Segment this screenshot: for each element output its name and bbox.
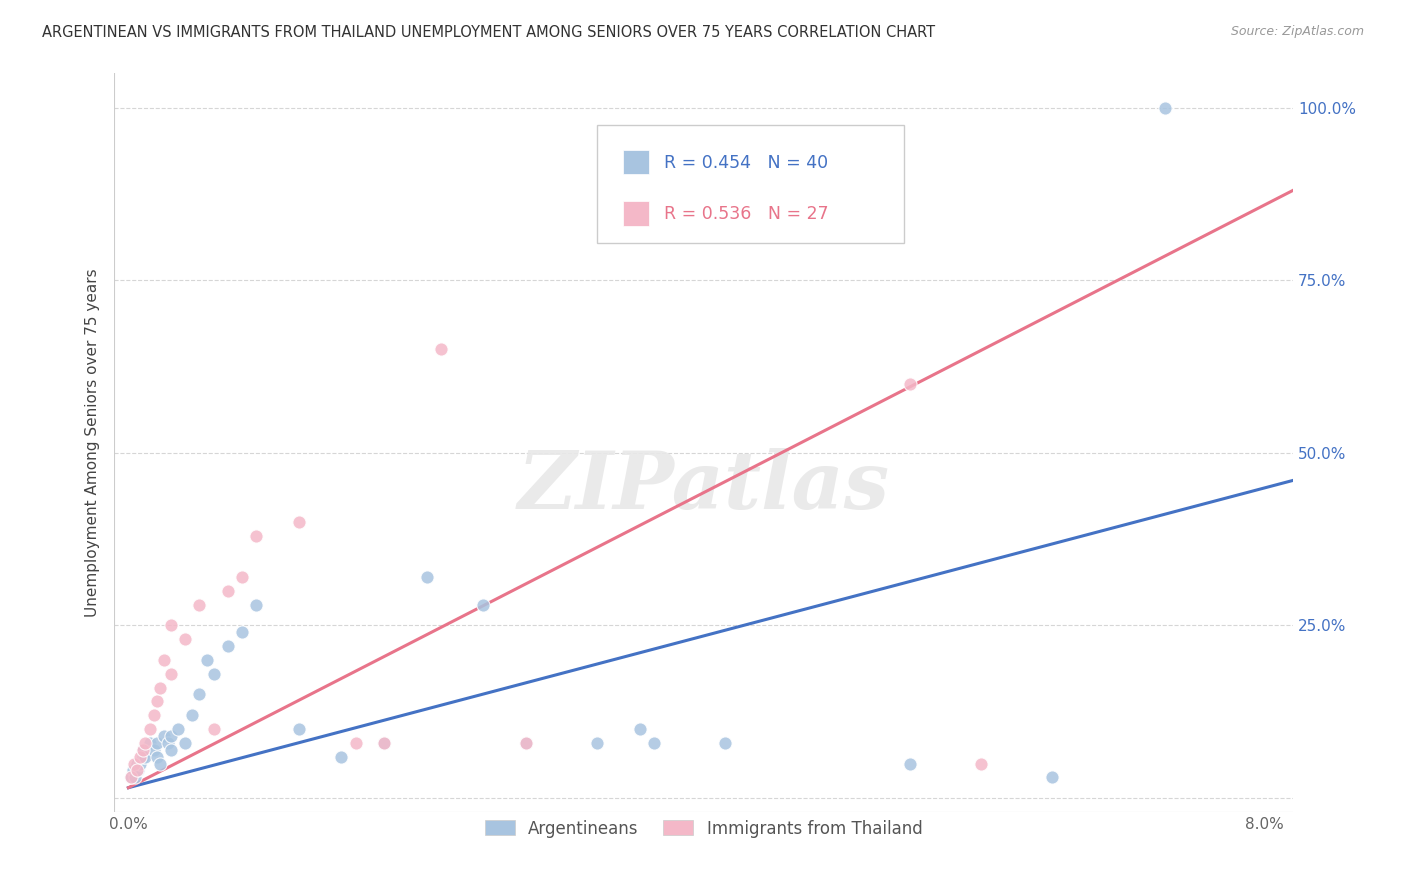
Point	[120, 770, 142, 784]
Point	[202, 666, 225, 681]
FancyBboxPatch shape	[598, 125, 904, 243]
Point	[373, 736, 395, 750]
Point	[586, 736, 609, 750]
Point	[898, 376, 921, 391]
Point	[127, 764, 149, 778]
Point	[128, 756, 150, 771]
Text: R = 0.454   N = 40: R = 0.454 N = 40	[664, 153, 828, 171]
Point	[231, 625, 253, 640]
Text: R = 0.536   N = 27: R = 0.536 N = 27	[664, 205, 828, 223]
Point	[153, 729, 176, 743]
Point	[195, 653, 218, 667]
FancyBboxPatch shape	[623, 202, 650, 226]
Point	[142, 708, 165, 723]
Point	[969, 756, 991, 771]
Point	[131, 743, 153, 757]
Point	[146, 736, 169, 750]
Point	[217, 639, 239, 653]
Text: ARGENTINEAN VS IMMIGRANTS FROM THAILAND UNEMPLOYMENT AMONG SENIORS OVER 75 YEARS: ARGENTINEAN VS IMMIGRANTS FROM THAILAND …	[42, 25, 935, 40]
Point	[122, 756, 145, 771]
Point	[174, 632, 197, 647]
Text: ZIPatlas: ZIPatlas	[517, 448, 890, 525]
Point	[430, 342, 453, 356]
Point	[138, 722, 160, 736]
Point	[330, 749, 353, 764]
Point	[217, 583, 239, 598]
Point	[128, 749, 150, 764]
Point	[1154, 101, 1177, 115]
Point	[181, 708, 204, 723]
Point	[188, 688, 211, 702]
Point	[160, 729, 183, 743]
Point	[138, 736, 160, 750]
Point	[157, 736, 180, 750]
Point	[124, 770, 146, 784]
FancyBboxPatch shape	[623, 150, 650, 174]
Point	[515, 736, 537, 750]
Point	[231, 570, 253, 584]
Point	[134, 736, 156, 750]
Point	[415, 570, 437, 584]
Point	[898, 756, 921, 771]
Point	[160, 666, 183, 681]
Point	[628, 204, 651, 219]
Point	[472, 598, 495, 612]
Point	[160, 618, 183, 632]
Point	[149, 681, 172, 695]
Point	[643, 736, 665, 750]
Point	[373, 736, 395, 750]
Y-axis label: Unemployment Among Seniors over 75 years: Unemployment Among Seniors over 75 years	[86, 268, 100, 616]
Point	[288, 722, 311, 736]
Point	[515, 736, 537, 750]
Legend: Argentineans, Immigrants from Thailand: Argentineans, Immigrants from Thailand	[478, 813, 929, 844]
Point	[142, 743, 165, 757]
Point	[160, 743, 183, 757]
Point	[153, 653, 176, 667]
Point	[125, 756, 148, 771]
Point	[134, 749, 156, 764]
Point	[1040, 770, 1063, 784]
Point	[146, 749, 169, 764]
Point	[131, 749, 153, 764]
Point	[245, 529, 267, 543]
Point	[344, 736, 367, 750]
Point	[288, 515, 311, 529]
Point	[125, 764, 148, 778]
Point	[167, 722, 190, 736]
Point	[714, 736, 737, 750]
Point	[131, 743, 153, 757]
Point	[174, 736, 197, 750]
Point	[245, 598, 267, 612]
Point	[188, 598, 211, 612]
Point	[146, 694, 169, 708]
Point	[149, 756, 172, 771]
Text: Source: ZipAtlas.com: Source: ZipAtlas.com	[1230, 25, 1364, 38]
Point	[202, 722, 225, 736]
Point	[120, 770, 142, 784]
Point	[121, 764, 143, 778]
Point	[628, 722, 651, 736]
